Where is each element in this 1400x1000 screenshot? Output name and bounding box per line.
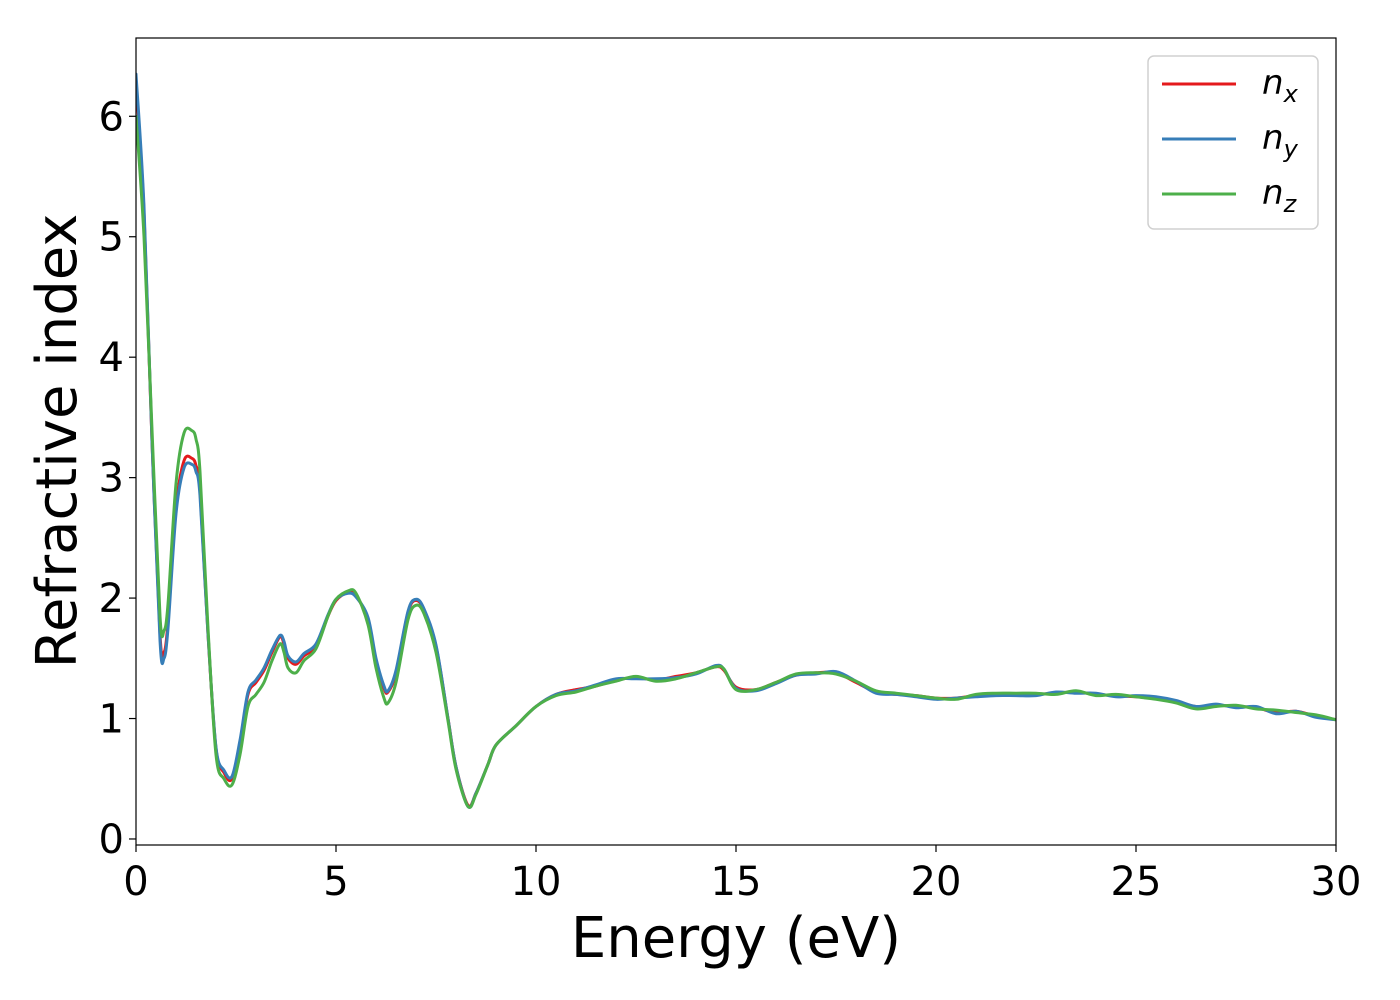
- x-tick-label: 20: [911, 859, 962, 905]
- x-tick-label: 10: [511, 859, 562, 905]
- y-tick-label: 2: [99, 576, 124, 622]
- legend-label-y: ny: [1262, 118, 1299, 163]
- x-tick-label: 25: [1111, 859, 1162, 905]
- y-tick-label: 0: [99, 817, 124, 863]
- legend-label-z: nz: [1262, 173, 1298, 218]
- y-tick-label: 1: [99, 697, 124, 743]
- x-axis-label: Energy (eV): [571, 906, 901, 971]
- x-tick-label: 5: [323, 859, 348, 905]
- y-axis: 0 1 2 3 4 5 6: [99, 94, 136, 863]
- x-axis: 0 5 10 15 20 25 30: [123, 845, 1361, 905]
- y-tick-label: 6: [99, 94, 124, 140]
- x-tick-label: 15: [711, 859, 762, 905]
- legend-box: [1147, 55, 1319, 230]
- legend-label-x: nx: [1262, 63, 1299, 108]
- y-axis-label: Refractive index: [25, 214, 90, 669]
- y-tick-label: 3: [99, 456, 124, 502]
- series-layer: [136, 72, 1336, 809]
- x-tick-label: 30: [1311, 859, 1362, 905]
- y-tick-label: 4: [99, 335, 124, 381]
- series-line-z: [136, 114, 1336, 809]
- legend: nx ny nz: [1147, 55, 1319, 230]
- x-tick-label: 0: [123, 859, 148, 905]
- y-tick-label: 5: [99, 215, 124, 261]
